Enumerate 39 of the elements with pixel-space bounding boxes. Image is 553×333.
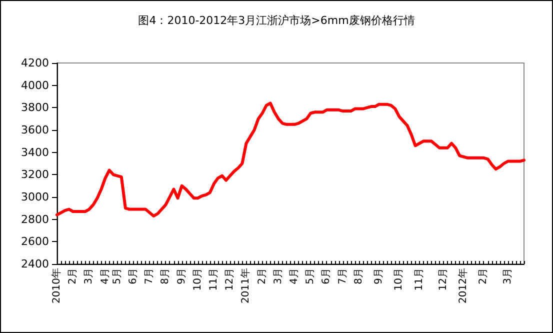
x-tick-label: 2月: [478, 268, 490, 284]
x-tick-label: 7月: [144, 268, 156, 284]
x-tick-label: 11月: [414, 268, 425, 291]
y-tick-label: 3600: [21, 124, 49, 136]
x-tick-label: 2月: [256, 268, 268, 284]
y-tick-label: 4000: [21, 78, 49, 92]
y-tick-label: 3400: [21, 146, 49, 159]
x-tick-label: 6月: [321, 268, 332, 284]
y-tick-label: 2800: [21, 212, 49, 226]
x-tick-label: 3月: [84, 268, 95, 284]
x-tick-label: 6月: [128, 268, 139, 284]
x-tick-label: 2月: [68, 268, 79, 284]
x-tick-label: 2012年: [457, 268, 470, 304]
x-tick-label: 3月: [272, 268, 284, 284]
x-tick-label: 11月: [208, 268, 220, 291]
x-tick-label: 10月: [192, 268, 204, 291]
y-tick-label: 4200: [21, 56, 49, 70]
x-tick-label: 8月: [160, 268, 172, 284]
x-tick-label: 8月: [353, 268, 364, 284]
x-tick-label: 7月: [337, 268, 348, 284]
x-tick-label: 4月: [289, 268, 300, 284]
x-tick-label: 5月: [112, 268, 123, 284]
x-tick-label: 4月: [100, 268, 111, 284]
y-tick-label: 3000: [21, 190, 49, 204]
x-tick-label: 10月: [394, 268, 405, 291]
x-tick-label: 2011年: [240, 268, 252, 304]
x-tick-label: 9月: [176, 268, 188, 284]
x-tick-label: 12月: [438, 268, 449, 291]
x-tick-label: 5月: [305, 268, 316, 284]
chart-title: 图4：2010-2012年3月江浙沪市场>6mm废钢价格行情: [138, 14, 415, 27]
x-tick-label: 3月: [502, 268, 514, 284]
x-tick-label: 9月: [374, 268, 385, 284]
y-tick-label: 2600: [21, 235, 49, 248]
x-tick-label: 2010年: [50, 268, 62, 304]
y-tick-label: 3800: [21, 101, 49, 114]
line-series: [56, 102, 526, 218]
x-tick-label: 12月: [224, 268, 236, 291]
y-tick-label: 3200: [21, 168, 49, 182]
y-tick-label: 2400: [21, 258, 49, 270]
